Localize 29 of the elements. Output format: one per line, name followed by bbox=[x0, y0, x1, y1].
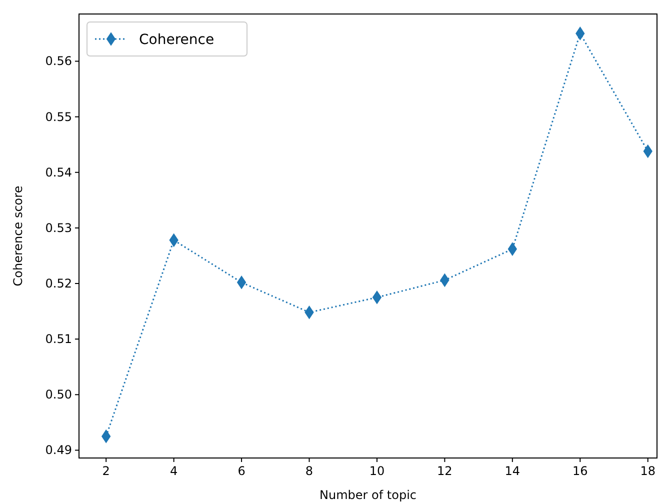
point bbox=[169, 234, 178, 247]
x-tick-label: 8 bbox=[305, 464, 314, 478]
point bbox=[643, 144, 652, 158]
x-tick-label: 18 bbox=[640, 464, 656, 478]
y-tick-label: 0.50 bbox=[45, 388, 72, 402]
y-tick-label: 0.49 bbox=[45, 443, 72, 458]
y-tick-label: 0.53 bbox=[45, 220, 72, 235]
x-tick-label: 2 bbox=[102, 464, 110, 478]
y-tick-label: 0.54 bbox=[45, 165, 72, 180]
point bbox=[508, 242, 517, 256]
point bbox=[576, 26, 585, 40]
y-tick-label: 0.51 bbox=[45, 332, 72, 346]
y-axis-title: Coherence score bbox=[11, 186, 25, 286]
point bbox=[440, 274, 450, 287]
x-tick-label: 16 bbox=[572, 464, 588, 478]
x-tick-label: 10 bbox=[369, 464, 385, 478]
x-axis-title: Number of topic bbox=[320, 488, 416, 502]
point bbox=[237, 276, 246, 289]
x-tick-label: 12 bbox=[437, 464, 452, 478]
x-tick-label: 14 bbox=[504, 464, 520, 478]
x-tick-label: 6 bbox=[238, 464, 246, 478]
point bbox=[102, 430, 111, 443]
y-tick-label: 0.52 bbox=[45, 276, 72, 291]
y-tick-label: 0.55 bbox=[45, 110, 72, 124]
point bbox=[372, 290, 382, 304]
y-tick-label: 0.56 bbox=[45, 54, 72, 68]
legend-label: Coherence bbox=[139, 32, 214, 48]
point bbox=[304, 306, 314, 319]
x-tick-label: 4 bbox=[170, 464, 178, 478]
